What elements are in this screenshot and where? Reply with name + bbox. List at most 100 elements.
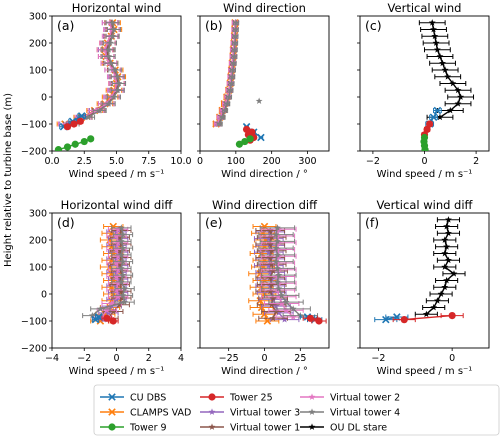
data-point: [110, 25, 118, 33]
plot-frame: [359, 212, 490, 349]
plot-area: [54, 18, 127, 151]
data-point: [119, 231, 127, 238]
data-point: [113, 286, 120, 293]
legend-marker: [208, 408, 216, 415]
x-tick-label: 100: [227, 156, 245, 167]
legend-item-virtual-tower-2: Virtual tower 2: [300, 393, 400, 404]
panel-title: Horizontal wind: [72, 1, 162, 15]
series-tower-9: [54, 135, 95, 151]
data-point: [273, 224, 281, 231]
data-point: [103, 314, 111, 322]
data-point: [113, 272, 120, 280]
series-virtual-tower-4: [216, 19, 240, 127]
x-axis-label: Wind speed / m s⁻¹: [377, 169, 473, 180]
data-point: [428, 19, 436, 26]
data-point: [106, 263, 114, 271]
series-tower-25: [63, 117, 84, 131]
legend-label: Virtual tower 4: [330, 408, 400, 419]
data-point: [260, 242, 269, 251]
panel-wind-direction: Wind direction(b) 0 100 200 300 Wind directio…: [197, 1, 330, 180]
plot-area: [418, 19, 475, 151]
data-point: [96, 305, 104, 312]
data-point: [382, 315, 390, 324]
data-point: [114, 293, 122, 300]
plot-area: [248, 222, 327, 325]
data-point: [259, 263, 267, 271]
data-point: [216, 120, 224, 127]
x-tick-label: 2.5: [77, 156, 92, 167]
data-point: [235, 140, 244, 148]
series-tower-9: [235, 135, 254, 148]
data-point: [232, 19, 240, 26]
legend-label: Virtual tower 1: [230, 423, 300, 434]
data-point: [230, 52, 238, 60]
legend-marker: [108, 408, 116, 416]
data-point: [255, 97, 263, 104]
data-point: [246, 135, 254, 143]
x-tick-label: −2: [366, 156, 380, 167]
data-point: [445, 256, 452, 264]
y-tick-label: −100: [21, 119, 47, 130]
data-point: [63, 143, 72, 151]
data-point: [241, 137, 249, 146]
data-point: [71, 140, 79, 148]
data-point: [257, 249, 266, 258]
x-tick-label: 4: [178, 353, 184, 364]
data-point: [266, 287, 274, 295]
data-point: [273, 251, 281, 258]
data-point: [114, 266, 122, 273]
series-line: [219, 22, 237, 125]
legend-marker: [308, 408, 316, 415]
data-point: [96, 106, 104, 114]
data-point: [256, 296, 264, 305]
x-tick-label: 0: [261, 353, 267, 364]
data-point: [273, 264, 281, 272]
data-point: [454, 100, 462, 107]
data-point: [225, 93, 233, 100]
data-point: [268, 301, 276, 308]
data-point: [449, 79, 457, 87]
y-tick-label: 0: [41, 92, 47, 103]
legend-marker: [108, 393, 116, 401]
data-point: [105, 52, 113, 60]
y-tick-label: 300: [29, 208, 47, 219]
series-tower-9: [420, 133, 429, 151]
data-point: [94, 313, 103, 321]
data-point: [432, 39, 440, 46]
data-point: [263, 317, 272, 325]
data-point: [257, 133, 265, 142]
data-point: [439, 59, 446, 67]
data-point: [441, 236, 449, 243]
data-point: [221, 106, 229, 114]
data-point: [275, 285, 283, 292]
data-point: [441, 249, 449, 257]
x-tick-label: −2: [77, 353, 91, 364]
data-point: [119, 258, 127, 265]
data-point: [306, 314, 314, 322]
panel-title: Wind direction: [223, 1, 306, 15]
data-point: [108, 299, 116, 307]
data-point: [109, 32, 117, 40]
legend-marker: [308, 423, 316, 430]
data-point: [121, 285, 128, 292]
x-axis-label: Wind speed / m s⁻¹: [377, 366, 473, 377]
y-tick-label: 200: [29, 38, 47, 49]
series-virtual-tower-4: [82, 224, 135, 319]
x-axis-label: Wind direction / °: [221, 366, 308, 377]
series-virtual-tower-4: [258, 224, 319, 319]
data-point: [116, 260, 124, 268]
y-tick-label: −100: [21, 316, 47, 327]
data-point: [444, 73, 452, 80]
panel-label: (f): [365, 215, 379, 230]
x-axis-label: Wind direction / °: [221, 169, 308, 180]
data-point: [266, 274, 274, 281]
data-point: [115, 79, 123, 87]
x-tick-label: 0: [421, 156, 427, 167]
data-point: [437, 290, 445, 297]
x-tick-label: −2: [371, 353, 385, 364]
data-point: [76, 117, 84, 125]
x-tick-label: −25: [219, 353, 239, 364]
data-point: [433, 106, 442, 115]
